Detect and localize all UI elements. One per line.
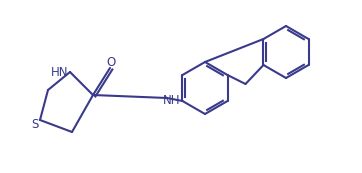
Text: O: O xyxy=(106,57,115,70)
Text: S: S xyxy=(31,119,39,131)
Text: NH: NH xyxy=(163,93,181,107)
Text: HN: HN xyxy=(51,66,69,80)
